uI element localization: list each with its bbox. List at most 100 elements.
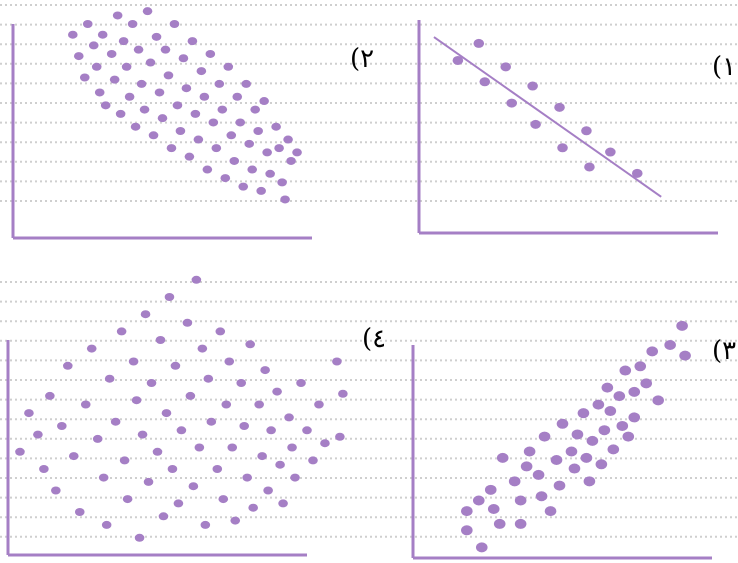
point — [544, 506, 557, 517]
point — [80, 400, 91, 409]
point — [217, 105, 228, 114]
point — [241, 79, 252, 88]
point — [274, 144, 284, 153]
point — [607, 444, 620, 455]
point — [277, 178, 287, 187]
point — [100, 101, 111, 110]
point — [500, 62, 512, 72]
point — [461, 525, 473, 536]
point — [248, 503, 258, 512]
point — [94, 88, 105, 97]
point — [472, 495, 485, 506]
point — [97, 30, 108, 39]
point — [631, 168, 643, 178]
point — [104, 374, 115, 383]
point — [584, 162, 595, 172]
point — [586, 435, 599, 446]
point — [202, 165, 213, 174]
point — [184, 152, 195, 161]
point — [88, 41, 99, 50]
point — [39, 465, 49, 473]
point — [173, 499, 184, 508]
point — [287, 443, 297, 452]
point — [514, 518, 527, 529]
point — [568, 463, 581, 474]
point — [203, 374, 214, 383]
point — [308, 456, 318, 465]
point — [73, 52, 84, 61]
point — [514, 495, 527, 506]
point — [133, 45, 144, 54]
point — [134, 533, 145, 542]
point — [253, 127, 263, 135]
point — [158, 512, 169, 521]
point — [284, 413, 294, 422]
point — [137, 430, 148, 439]
point — [553, 480, 566, 491]
point — [538, 431, 551, 442]
point — [262, 148, 272, 157]
point — [506, 98, 517, 108]
point — [557, 143, 568, 153]
point — [302, 426, 312, 435]
trend-line — [433, 36, 662, 198]
point — [616, 420, 629, 431]
point — [176, 426, 187, 435]
point — [214, 79, 225, 88]
point — [79, 73, 90, 82]
point — [283, 135, 293, 144]
point — [292, 148, 302, 157]
point — [142, 7, 153, 16]
point — [163, 71, 174, 80]
point — [229, 156, 240, 165]
point — [332, 357, 342, 366]
point — [188, 482, 199, 491]
point — [182, 318, 193, 327]
point — [571, 429, 584, 440]
point — [230, 516, 241, 525]
point — [196, 67, 207, 76]
point — [605, 147, 616, 157]
point — [461, 506, 473, 517]
point — [256, 186, 266, 195]
point — [239, 422, 250, 430]
point — [220, 174, 231, 183]
point — [172, 101, 183, 110]
point — [592, 399, 605, 410]
point — [152, 447, 163, 456]
point — [164, 293, 175, 301]
point — [140, 310, 151, 319]
point — [212, 465, 223, 473]
point — [167, 465, 178, 473]
point — [247, 165, 257, 174]
point — [622, 431, 635, 442]
point — [136, 79, 147, 88]
point — [245, 340, 255, 349]
point — [554, 102, 565, 112]
point — [115, 109, 126, 118]
point — [598, 425, 611, 436]
point — [226, 131, 237, 140]
point — [154, 88, 165, 97]
point — [169, 20, 180, 28]
point — [91, 62, 102, 71]
point — [92, 434, 103, 443]
point — [286, 156, 296, 165]
point — [191, 275, 202, 284]
chart-label: ١) — [712, 52, 737, 82]
point — [664, 340, 676, 350]
point — [271, 122, 281, 131]
point — [63, 361, 73, 370]
point — [130, 122, 141, 131]
point — [250, 105, 260, 114]
point — [193, 135, 204, 144]
point — [109, 75, 120, 84]
point — [565, 446, 578, 457]
point — [139, 105, 150, 114]
point — [475, 542, 488, 553]
point — [634, 361, 647, 372]
point — [161, 409, 172, 418]
point — [338, 389, 348, 398]
point — [479, 77, 491, 87]
